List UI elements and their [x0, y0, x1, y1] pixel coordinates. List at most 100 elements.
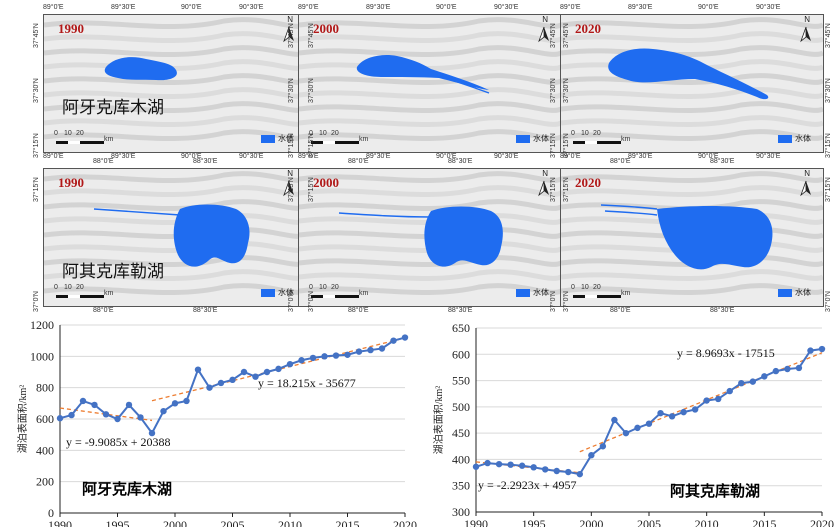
lat-tick-left: 37°45'N: [288, 23, 295, 48]
data-point: [680, 408, 687, 416]
terrain-map: [561, 171, 823, 296]
data-point: [645, 420, 653, 427]
data-point: [807, 347, 814, 354]
north-arrow-label: N: [287, 15, 293, 24]
lat-tick-left: 37°15'N: [288, 133, 295, 158]
lat-tick-right: 37°0'N: [825, 291, 832, 312]
lon-tick-bottom: 89°0'E: [560, 153, 581, 160]
data-point: [576, 470, 583, 478]
area-chart-ayakkum: 0 200 400 600 800 1000 1200 1990 1995 2000 2005 201…: [16, 318, 417, 527]
data-point: [91, 401, 98, 409]
data-point: [507, 461, 514, 468]
lake-water-body: [657, 206, 773, 270]
scale-bar-graphic: [311, 141, 359, 144]
map-year-label: 2000: [313, 175, 339, 190]
lat-tick-left: 37°30'N: [550, 78, 557, 103]
scale-label: 10: [581, 284, 589, 291]
scale-bar: 0 10 20 km: [54, 130, 114, 144]
data-point: [286, 360, 294, 368]
lon-tick-bottom: 88°0'E: [348, 307, 369, 314]
lake-water-body: [424, 206, 503, 267]
scale-bar: 0 10 20 km: [54, 284, 114, 298]
legend-label: 水体: [533, 288, 549, 297]
inflow-stream: [600, 204, 658, 216]
data-point: [355, 348, 363, 355]
y-tick-label: 600: [452, 347, 470, 361]
data-point: [772, 367, 780, 375]
scale-bar: 0 10 20 km: [571, 130, 631, 144]
lon-tick-bottom: 89°0'E: [43, 153, 64, 160]
map-panel-row2-1: 2000 N 水体 0 10 20 km: [298, 168, 562, 307]
lon-tick-bottom: 89°0'E: [298, 153, 319, 160]
series-line: [475, 348, 823, 476]
lon-tick-bottom: 90°30'E: [756, 153, 781, 160]
x-tick-label: 2010: [695, 517, 719, 527]
map-year-label: 2020: [575, 21, 601, 36]
scale-bar: 0 10 20 km: [309, 284, 369, 298]
y-tick-label: 550: [452, 374, 470, 388]
data-point: [102, 411, 110, 418]
north-arrow-label: N: [804, 169, 810, 178]
terrain-map: [44, 171, 306, 296]
scale-label: 20: [593, 284, 601, 291]
lake-water-body: [608, 48, 769, 100]
x-tick-label: 2005: [637, 517, 661, 527]
scale-bar-graphic: [56, 141, 104, 144]
x-tick-label: 1990: [48, 518, 72, 527]
lon-tick-top: 88°0'E: [348, 158, 369, 165]
lat-tick-right: 37°0'N: [563, 291, 570, 312]
data-point: [298, 357, 305, 364]
x-tick-label: 1990: [464, 517, 488, 527]
area-chart-aqqikkol: 300 350 400 450 500 550 600 650 1990 1995 2000 2005…: [432, 321, 834, 527]
legend-swatch: [261, 134, 275, 143]
lat-tick-right: 37°30'N: [563, 78, 570, 103]
north-arrow-label: N: [287, 169, 293, 178]
inflow-stream: [428, 72, 490, 94]
trend-line: [151, 337, 406, 402]
lon-tick-bottom: 88°30'E: [193, 307, 218, 314]
data-point: [114, 415, 121, 423]
data-point: [703, 397, 710, 404]
north-arrow-label: N: [542, 169, 548, 178]
y-tick-label: 0: [48, 506, 54, 520]
scale-label: 0: [309, 284, 313, 291]
lon-tick-bottom: 90°30'E: [239, 153, 264, 160]
scale-label: km: [359, 290, 369, 297]
lat-tick-right: 37°45'N: [308, 23, 315, 48]
scale-label: 0: [571, 284, 575, 291]
y-tick-label: 650: [452, 321, 470, 335]
scale-bar-graphic: [311, 295, 359, 298]
chart-title-aqqikkol: 阿其克库勒湖: [670, 482, 761, 500]
scale-label: km: [104, 290, 114, 297]
lon-tick-bottom: 88°30'E: [710, 307, 735, 314]
water-legend: 水体: [778, 287, 811, 298]
legend-swatch: [516, 134, 530, 143]
lon-tick-bottom: 90°30'E: [494, 153, 519, 160]
data-point: [401, 334, 409, 341]
chart-title-ayakkum: 阿牙克库木湖: [82, 480, 173, 498]
lon-tick-top: 89°0'E: [560, 4, 581, 11]
lat-tick-left: 37°15'N: [550, 133, 557, 158]
map-panel-row1-0: 1990 N 水体 0 10 20 km: [43, 14, 307, 153]
data-point: [472, 463, 480, 470]
water-legend: 水体: [516, 287, 549, 298]
lat-tick-right: 37°0'N: [308, 291, 315, 312]
trend-equation-label: y = -2.2923x + 4957: [478, 478, 577, 492]
legend-swatch: [261, 288, 275, 297]
lon-tick-top: 88°30'E: [710, 158, 735, 165]
scale-bar-graphic: [573, 141, 621, 144]
map-year-label: 1990: [58, 21, 84, 36]
data-point: [761, 373, 768, 380]
data-point: [56, 415, 64, 422]
inflow-stream: [93, 208, 181, 216]
data-point: [206, 384, 213, 391]
scale-label: 10: [319, 130, 327, 137]
lake-name-aqqikkol: 阿其克库勒湖: [62, 262, 164, 282]
data-point: [171, 400, 179, 407]
water-legend: 水体: [261, 287, 294, 298]
x-tick-label: 2020: [393, 518, 417, 527]
trend-equation-label: y = 18.215x - 35677: [258, 376, 356, 390]
lon-tick-top: 90°30'E: [239, 4, 264, 11]
scale-label: km: [621, 136, 631, 143]
scale-label: 10: [64, 130, 72, 137]
